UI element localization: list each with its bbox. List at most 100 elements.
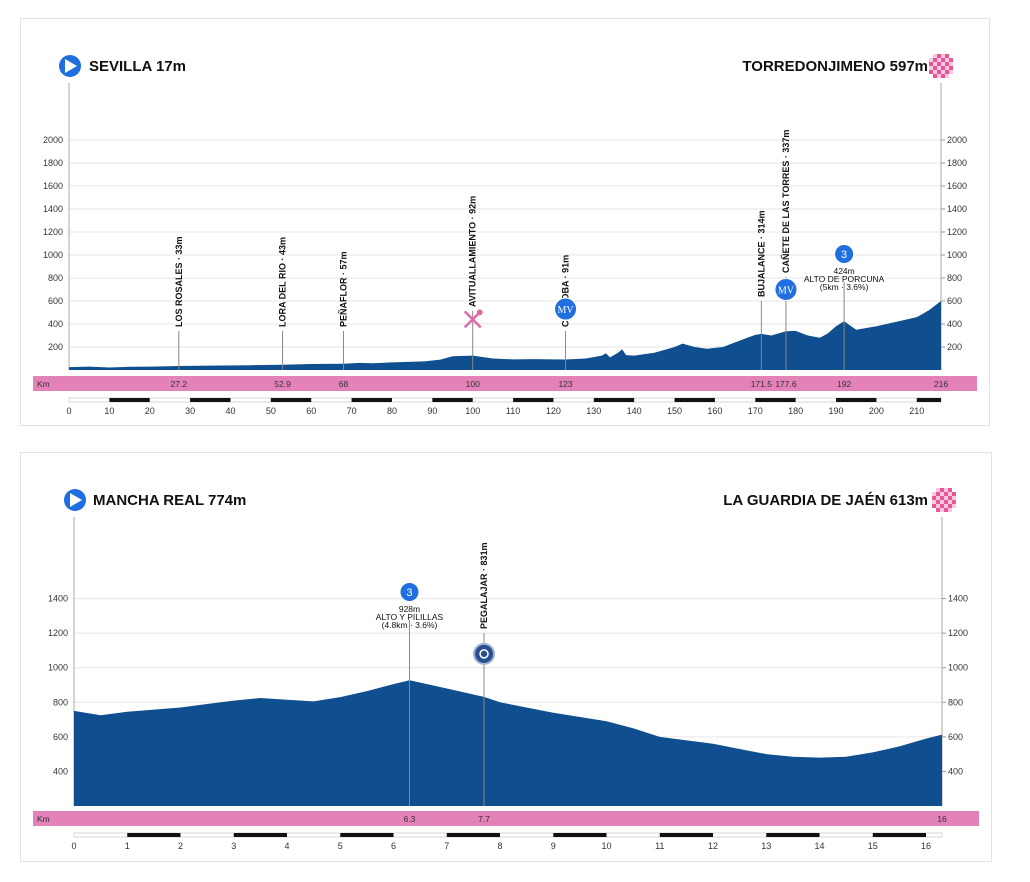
- stage-profile-1: SEVILLA 17m TORREDONJIMENO 597m 200 200 40…: [20, 18, 990, 426]
- y-tick-label-right: 600: [947, 296, 962, 306]
- km-scale-segment: [351, 398, 392, 402]
- x-tick-label: 90: [427, 406, 437, 416]
- x-tick-label: 100: [465, 406, 480, 416]
- y-tick-label-right: 200: [947, 342, 962, 352]
- y-tick-label-right: 1000: [948, 663, 968, 673]
- x-tick-label: 150: [667, 406, 682, 416]
- x-tick-label: 160: [707, 406, 722, 416]
- y-tick-label-right: 1800: [947, 158, 967, 168]
- x-tick-label: 7: [444, 841, 449, 851]
- y-tick-label-left: 1600: [43, 181, 63, 191]
- x-tick-label: 140: [627, 406, 642, 416]
- x-tick-label: 0: [71, 841, 76, 851]
- y-tick-label-right: 1400: [947, 204, 967, 214]
- km-mark: 6.3: [404, 814, 416, 824]
- y-tick-label-right: 400: [947, 319, 962, 329]
- elevation-profile-area: [74, 680, 942, 806]
- place-label: LOS ROSALES · 33m: [174, 236, 184, 327]
- y-tick-label-left: 600: [48, 296, 63, 306]
- km-scale-segment: [659, 833, 714, 837]
- climb-name: ALTO Y PILILLAS: [376, 612, 444, 622]
- finish-label: LA GUARDIA DE JAÉN 613m: [723, 492, 928, 509]
- place-label: CAÑETE DE LAS TORRES · 337m: [781, 130, 791, 273]
- km-scale-segment: [553, 833, 607, 837]
- x-tick-label: 13: [761, 841, 771, 851]
- x-tick-label: 200: [869, 406, 884, 416]
- x-tick-label: 3: [231, 841, 236, 851]
- start-icon: [64, 489, 86, 511]
- km-band-label: Km: [37, 814, 50, 824]
- x-tick-label: 0: [66, 406, 71, 416]
- km-scale-segment: [109, 398, 150, 402]
- y-tick-label-right: 1200: [947, 227, 967, 237]
- y-tick-label-right: 400: [948, 766, 963, 776]
- x-tick-label: 170: [748, 406, 763, 416]
- place-label: PEÑAFLOR · 57m: [339, 251, 349, 327]
- km-scale-segment: [340, 833, 394, 837]
- km-scale-segment: [513, 398, 554, 402]
- km-mark: 192: [837, 379, 851, 389]
- km-scale-segment: [432, 398, 473, 402]
- start-label: SEVILLA 17m: [89, 58, 186, 75]
- km-mark: 123: [558, 379, 572, 389]
- km-scale-segment: [755, 398, 796, 402]
- intermediate-sprint-icon: [774, 278, 798, 301]
- climb-category-icon: [400, 583, 419, 601]
- y-tick-label-right: 2000: [947, 135, 967, 145]
- finish-flag-icon: [929, 54, 953, 78]
- km-scale-segment: [127, 833, 181, 837]
- y-tick-label-right: 1600: [947, 181, 967, 191]
- km-scale-segment: [446, 833, 501, 837]
- x-tick-label: 30: [185, 406, 195, 416]
- x-tick-label: 120: [546, 406, 561, 416]
- elevation-profile-area: [69, 301, 941, 370]
- y-tick-label-left: 1000: [43, 250, 63, 260]
- y-tick-label-left: 1000: [48, 663, 68, 673]
- km-scale-segment: [270, 398, 312, 402]
- place-label: AVITUALLAMIENTO · 92m: [468, 196, 478, 307]
- x-tick-label: 4: [284, 841, 289, 851]
- climb-altitude: 424m: [833, 266, 854, 276]
- x-tick-label: 5: [338, 841, 343, 851]
- x-tick-label: 14: [815, 841, 825, 851]
- y-tick-label-left: 800: [53, 697, 68, 707]
- y-tick-label-left: 2000: [43, 135, 63, 145]
- x-tick-label: 50: [266, 406, 276, 416]
- x-tick-label: 40: [225, 406, 235, 416]
- x-tick-label: 70: [347, 406, 357, 416]
- x-tick-label: 20: [145, 406, 155, 416]
- x-tick-label: 16: [921, 841, 931, 851]
- x-tick-label: 12: [708, 841, 718, 851]
- y-tick-label-left: 1400: [43, 204, 63, 214]
- place-label: CORDOBA · 91m: [561, 255, 571, 327]
- km-mark: 27.2: [171, 379, 188, 389]
- y-tick-label-left: 1400: [48, 594, 68, 604]
- x-tick-label: 1: [125, 841, 130, 851]
- elevation-chart-2: MANCHA REAL 774m LA GUARDIA DE JAÉN 613m…: [33, 488, 979, 851]
- y-tick-label-left: 400: [48, 319, 63, 329]
- y-tick-label-left: 1800: [43, 158, 63, 168]
- y-tick-label-left: 1200: [43, 227, 63, 237]
- km-scale-segment: [766, 833, 820, 837]
- km-scale-segment: [836, 398, 877, 402]
- x-tick-label: 9: [551, 841, 556, 851]
- km-mark: 68: [339, 379, 349, 389]
- intermediate-sprint-icon: [554, 297, 578, 321]
- km-mark: 7.7: [478, 814, 490, 824]
- km-mark: 177.6: [775, 379, 797, 389]
- feed-zone-icon: [463, 309, 483, 329]
- climb-category-icon: [835, 245, 854, 263]
- km-mark: 16: [937, 814, 947, 824]
- climb-category: 3: [841, 249, 847, 261]
- km-band: [33, 376, 977, 391]
- x-tick-label: 8: [498, 841, 503, 851]
- sprint-marker-label: MV: [778, 286, 795, 297]
- elevation-chart-1: SEVILLA 17m TORREDONJIMENO 597m 200 20040…: [33, 54, 977, 416]
- climb-detail: (5km · 3.6%): [820, 282, 869, 292]
- sprint-inner-icon: [479, 649, 489, 659]
- km-scale-segment: [872, 833, 927, 837]
- km-scale-segment: [190, 398, 231, 402]
- y-tick-label-right: 800: [948, 697, 963, 707]
- place-label: BUJALANCE · 314m: [756, 210, 766, 297]
- x-tick-label: 10: [602, 841, 612, 851]
